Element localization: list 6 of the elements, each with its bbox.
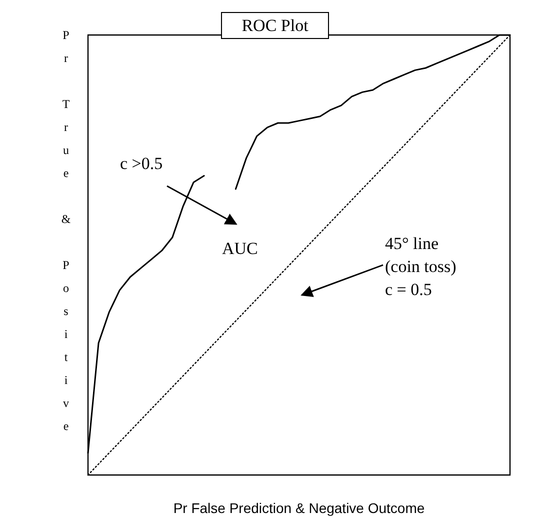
annotation: AUC: [222, 239, 258, 258]
x-axis-title: Pr False Prediction & Negative Outcome: [172, 500, 426, 516]
chart-title: ROC Plot: [242, 16, 309, 35]
y-axis-title: Pr True & Positive: [58, 28, 73, 442]
annotation: c >0.5: [120, 154, 163, 173]
annotation: 45° line (coin toss) c = 0.5: [385, 234, 456, 299]
